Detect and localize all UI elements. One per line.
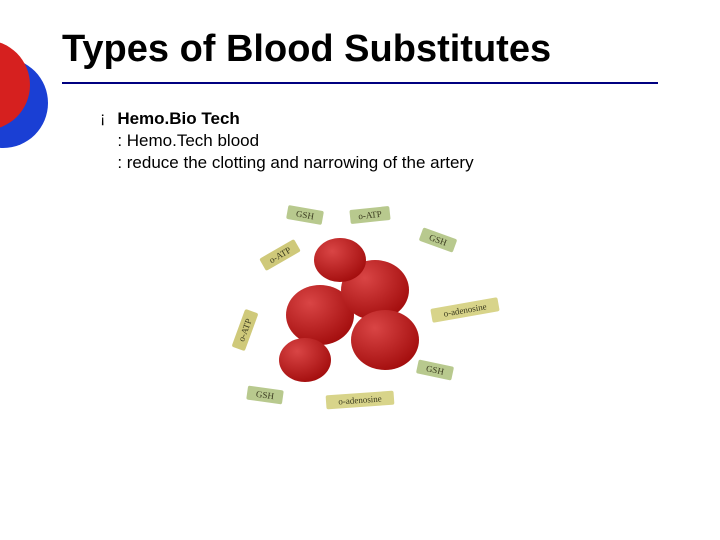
title-underline: [62, 82, 658, 84]
page-title: Types of Blood Substitutes: [62, 28, 551, 71]
accent-shape: [0, 40, 40, 140]
bullet-item: ¡ Hemo.Bio Tech : Hemo.Tech blood : redu…: [100, 108, 474, 174]
bullet-heading: Hemo.Bio Tech: [117, 108, 473, 130]
molecule-illustration: o-ATP GSH o-adenosine GSH o-adenosine GS…: [210, 200, 510, 420]
bullet-marker: ¡: [100, 108, 105, 130]
bullet-content: Hemo.Bio Tech : Hemo.Tech blood : reduce…: [117, 108, 473, 174]
bullet-line-1: : Hemo.Tech blood: [117, 130, 473, 152]
bullet-line-2: : reduce the clotting and narrowing of t…: [117, 152, 473, 174]
